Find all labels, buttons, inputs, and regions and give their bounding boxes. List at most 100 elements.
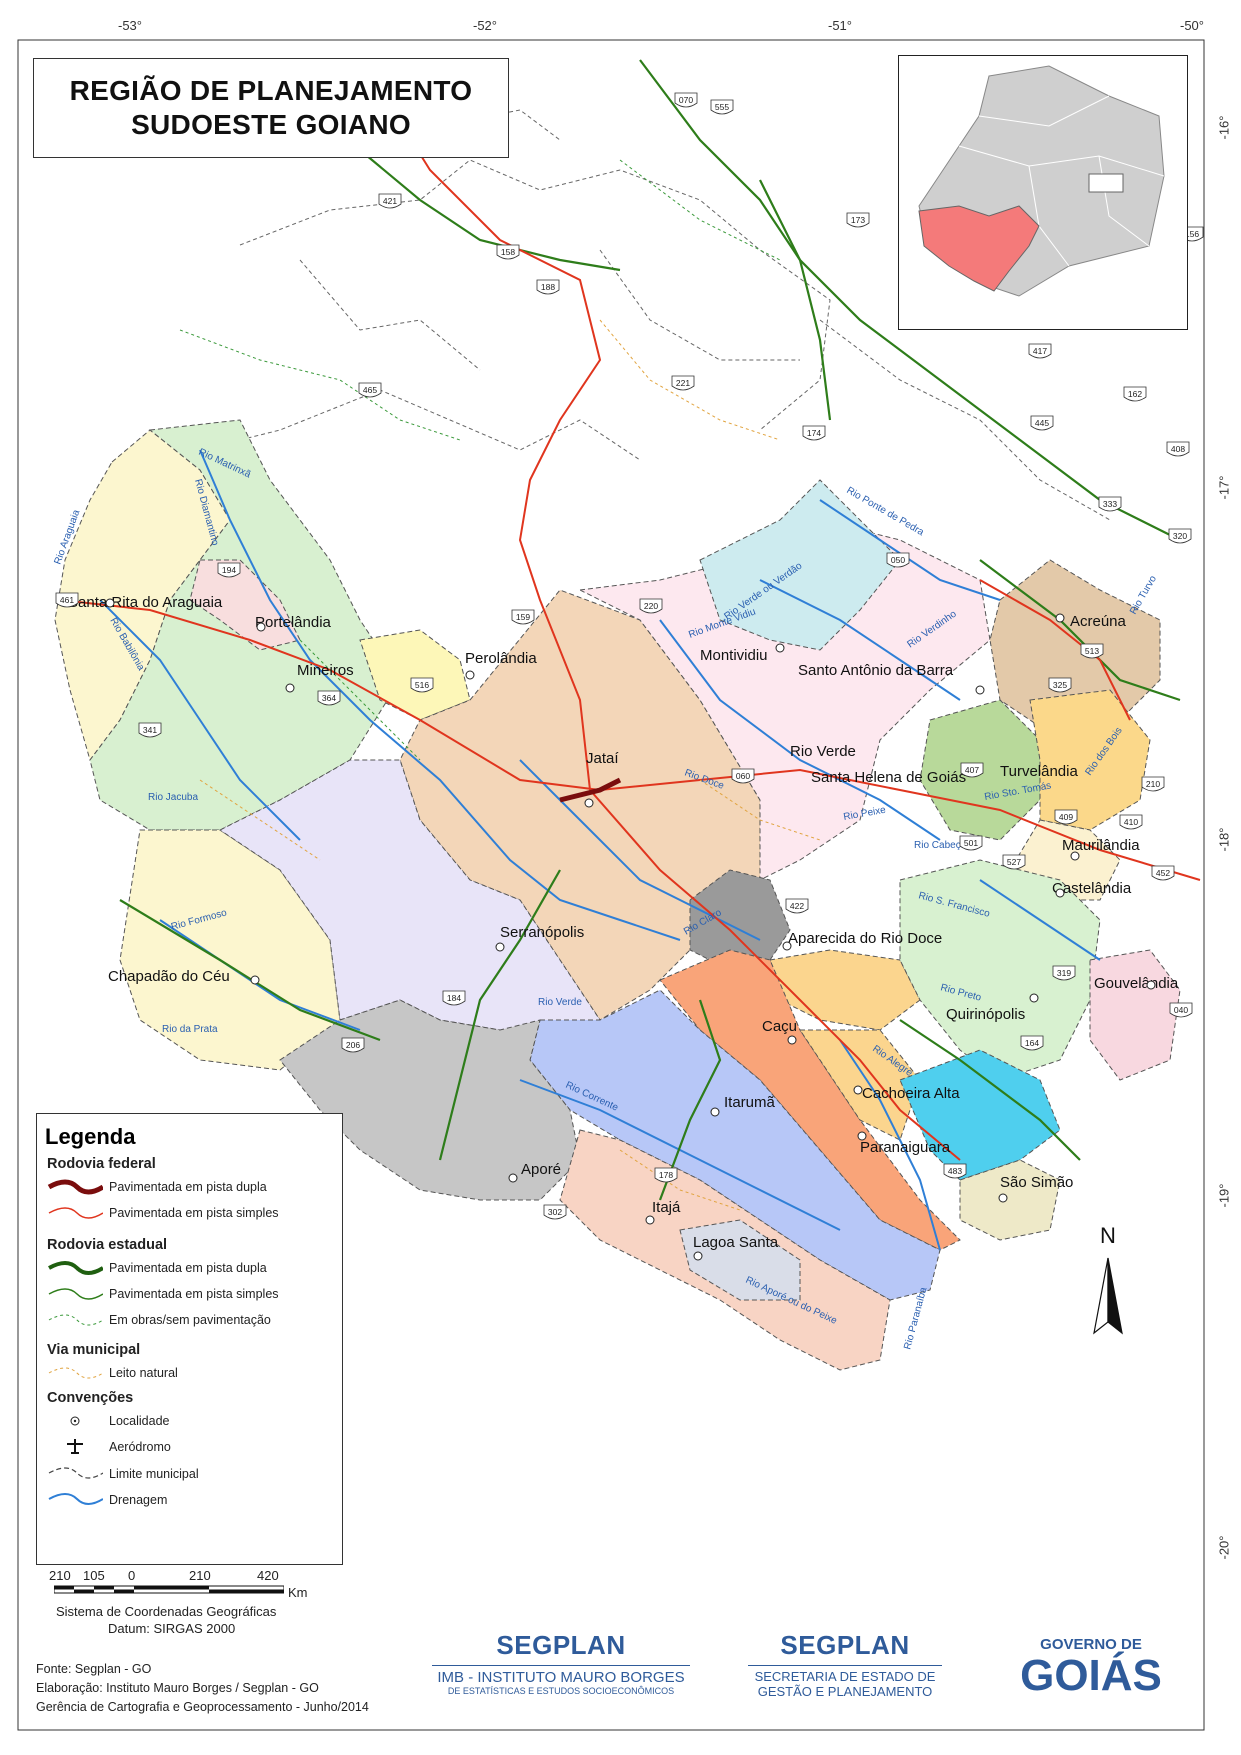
highway-shield: 422 xyxy=(785,898,809,914)
highway-shield: 164 xyxy=(1020,1035,1044,1051)
municipality-polygon xyxy=(578,519,991,881)
place-label: Cachoeira Alta xyxy=(862,1085,960,1102)
legend-symbol-federal-single xyxy=(48,1207,103,1219)
highway-number: 302 xyxy=(548,1207,562,1217)
highway-shield: 210 xyxy=(1141,776,1165,792)
highway-shield: 050 xyxy=(886,552,910,568)
legend-symbol-dirt-road xyxy=(48,1367,103,1379)
highway-shield: 465 xyxy=(358,382,382,398)
highway-shield: 408 xyxy=(1166,441,1190,457)
legend-section-estadual: Rodovia estadual xyxy=(47,1237,168,1253)
north-arrow-icon: N xyxy=(1093,1223,1123,1335)
highway-number: 421 xyxy=(383,196,397,206)
place-label: Santa Rita do Araguaia xyxy=(68,594,223,611)
highway-number: 483 xyxy=(948,1166,962,1176)
highway-shield: 513 xyxy=(1080,643,1104,659)
legend-symbol-boundary xyxy=(48,1467,103,1479)
highway-shield: 333 xyxy=(1098,496,1122,512)
highway-number: 221 xyxy=(676,378,690,388)
place-label: Serranópolis xyxy=(500,924,584,941)
legend-symbol-state-unpaved xyxy=(48,1314,103,1326)
coord-label: -51° xyxy=(828,18,852,33)
place-label: Santo Antônio da Barra xyxy=(798,662,954,679)
municipality-polygon xyxy=(959,1159,1061,1241)
river-label: Rio Verde xyxy=(538,997,582,1008)
map-credits: Fonte: Segplan - GO Elaboração: Institut… xyxy=(36,1660,369,1717)
legend-symbol-river xyxy=(48,1493,103,1505)
legend-item: Leito natural xyxy=(109,1366,178,1380)
highway-number: 325 xyxy=(1053,680,1067,690)
municipality-polygon xyxy=(1089,949,1181,1081)
highway-number: 422 xyxy=(790,901,804,911)
highway-number: 164 xyxy=(1025,1038,1039,1048)
highway-number: 408 xyxy=(1171,444,1185,454)
highway-number: 206 xyxy=(346,1040,360,1050)
highway-number: 178 xyxy=(659,1170,673,1180)
coord-label: -53° xyxy=(118,18,142,33)
legend-item: Limite municipal xyxy=(109,1467,199,1481)
segplan-logo-top: SEGPLAN xyxy=(780,1630,910,1660)
legend-item: Pavimentada em pista simples xyxy=(109,1287,279,1301)
highway-shield: 188 xyxy=(536,279,560,295)
highway-shield: 483 xyxy=(943,1163,967,1179)
place-label: Castelândia xyxy=(1052,880,1132,897)
highway-number: 409 xyxy=(1059,812,1073,822)
highway-number: 461 xyxy=(60,595,74,605)
highlighted-region xyxy=(918,205,1040,292)
legend-item: Pavimentada em pista simples xyxy=(109,1206,279,1220)
municipality-polygon xyxy=(679,1219,801,1301)
municipality-polygon xyxy=(899,859,1101,1081)
river-label: Rio Cabeça xyxy=(914,840,967,851)
municipality-polygon xyxy=(1029,689,1151,831)
coord-label: -16° xyxy=(1216,115,1232,140)
municipality-polygon xyxy=(529,989,941,1301)
highway-shield: 516 xyxy=(410,677,434,693)
highway-number: 465 xyxy=(363,385,377,395)
highway-number: 319 xyxy=(1057,968,1071,978)
highway-shield: 341 xyxy=(138,722,162,738)
place-label: Aporé xyxy=(521,1161,561,1178)
place-label: Quirinópolis xyxy=(946,1006,1025,1023)
imb-logo-top: SEGPLAN xyxy=(496,1630,626,1660)
highway-number: 156 xyxy=(1185,229,1199,239)
map-title: REGIÃO DE PLANEJAMENTO SUDOESTE GOIANO xyxy=(33,58,509,158)
imb-logo-line2: DE ESTATÍSTICAS E ESTUDOS SOCIOECONÔMICO… xyxy=(447,1686,675,1696)
locality-icon xyxy=(70,1416,80,1426)
scale-bar: 210 105 0 210 420 Km Sistema de Coordena… xyxy=(46,1568,346,1638)
municipality-polygon xyxy=(799,1029,921,1141)
goias-government-logo: GOVERNO DE GOIÁS xyxy=(996,1636,1186,1714)
highway-shield: 364 xyxy=(317,690,341,706)
highway-number: 555 xyxy=(715,102,729,112)
place-label: Maurilândia xyxy=(1062,837,1140,854)
credit-source: Fonte: Segplan - GO xyxy=(36,1662,152,1676)
highway-shield: 178 xyxy=(654,1167,678,1183)
highway-shield: 501 xyxy=(959,835,983,851)
place-label: Turvelândia xyxy=(1000,763,1078,780)
segplan-logo: SEGPLAN SECRETARIA DE ESTADO DE GESTÃO E… xyxy=(748,1630,942,1710)
scale-label: 210 xyxy=(49,1568,71,1583)
highway-number: 320 xyxy=(1173,531,1187,541)
highway-number: 417 xyxy=(1033,346,1047,356)
highway-shield: 221 xyxy=(671,375,695,391)
river-label: Rio Jacuba xyxy=(148,792,198,803)
place-label: Itarumã xyxy=(724,1094,776,1111)
legend-section-convencoes: Convenções xyxy=(47,1390,134,1406)
place-label: Portelândia xyxy=(255,614,332,631)
highway-number: 333 xyxy=(1103,499,1117,509)
highway-shield: 461 xyxy=(55,592,79,608)
place-label: Rio Verde xyxy=(790,743,856,760)
highway-shield: 555 xyxy=(710,99,734,115)
highway-number: 188 xyxy=(541,282,555,292)
place-label: Aparecida do Rio Doce xyxy=(788,930,942,947)
river-label: Rio da Prata xyxy=(162,1024,218,1035)
legend-symbol-state-single xyxy=(48,1288,103,1300)
highway-number: 341 xyxy=(143,725,157,735)
place-label: Mineiros xyxy=(297,662,354,679)
place-label: São Simão xyxy=(1000,1174,1073,1191)
highway-number: 452 xyxy=(1156,868,1170,878)
coord-label: -17° xyxy=(1216,475,1232,500)
north-label: N xyxy=(1100,1223,1116,1248)
highway-number: 158 xyxy=(501,247,515,257)
highway-shield: 319 xyxy=(1052,965,1076,981)
place-label: Caçu xyxy=(762,1018,797,1035)
